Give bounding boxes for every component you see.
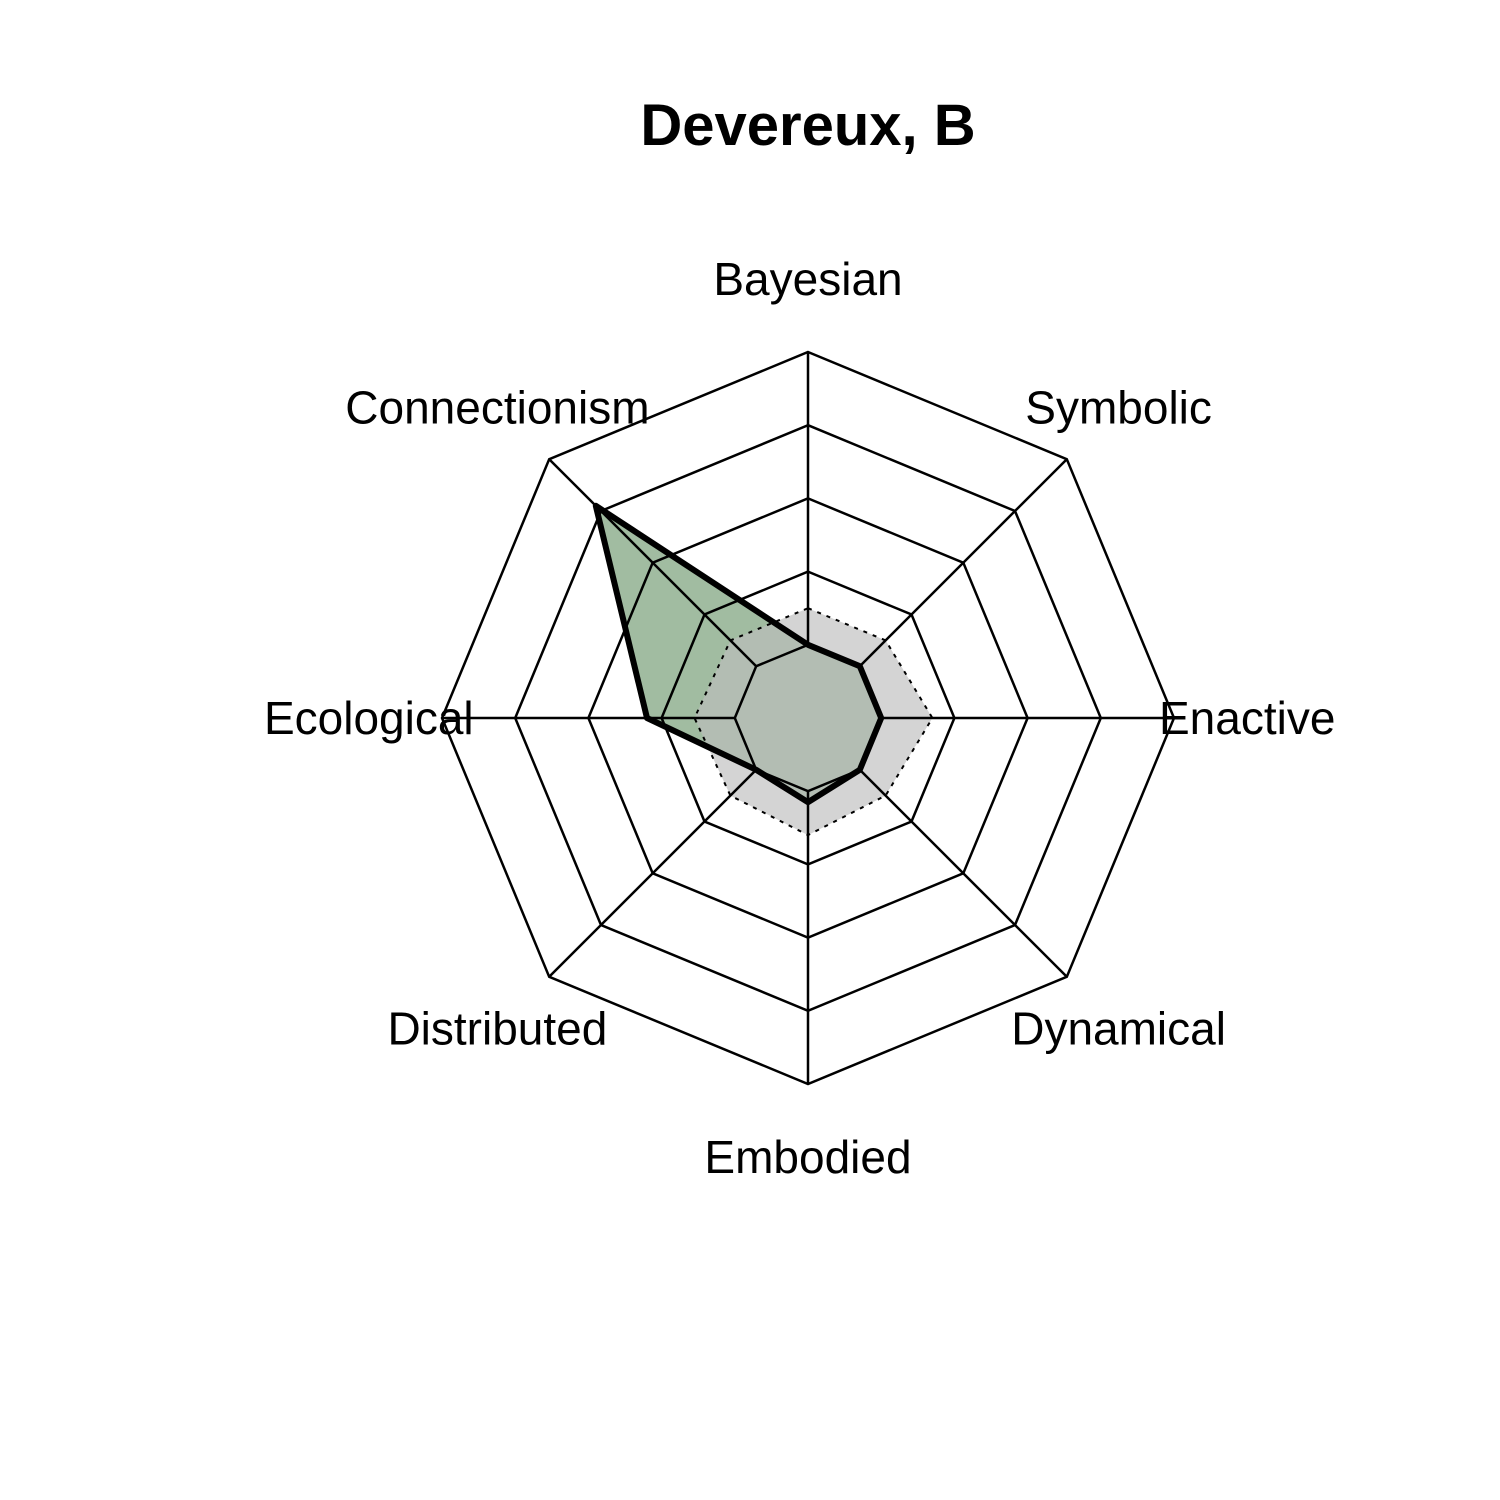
spoke-symbolic (858, 458, 1068, 668)
axis-label-ecological: Ecological (264, 692, 474, 744)
axis-label-dynamical: Dynamical (1011, 1003, 1226, 1055)
axis-label-bayesian: Bayesian (713, 253, 902, 305)
axis-label-embodied: Embodied (704, 1131, 911, 1183)
spoke-layer (442, 352, 1174, 1084)
axis-label-enactive: Enactive (1159, 692, 1335, 744)
axis-label-layer: Bayesian Symbolic Enactive Dynamical Embodie… (264, 253, 1335, 1183)
chart-title: Devereux, B (640, 93, 975, 158)
axis-label-distributed: Distributed (387, 1003, 607, 1055)
spoke-connectionism (548, 458, 758, 668)
spoke-distributed (548, 768, 758, 978)
axis-label-connectionism: Connectionism (345, 381, 649, 433)
spoke-dynamical (858, 768, 1068, 978)
axis-label-symbolic: Symbolic (1025, 381, 1212, 433)
